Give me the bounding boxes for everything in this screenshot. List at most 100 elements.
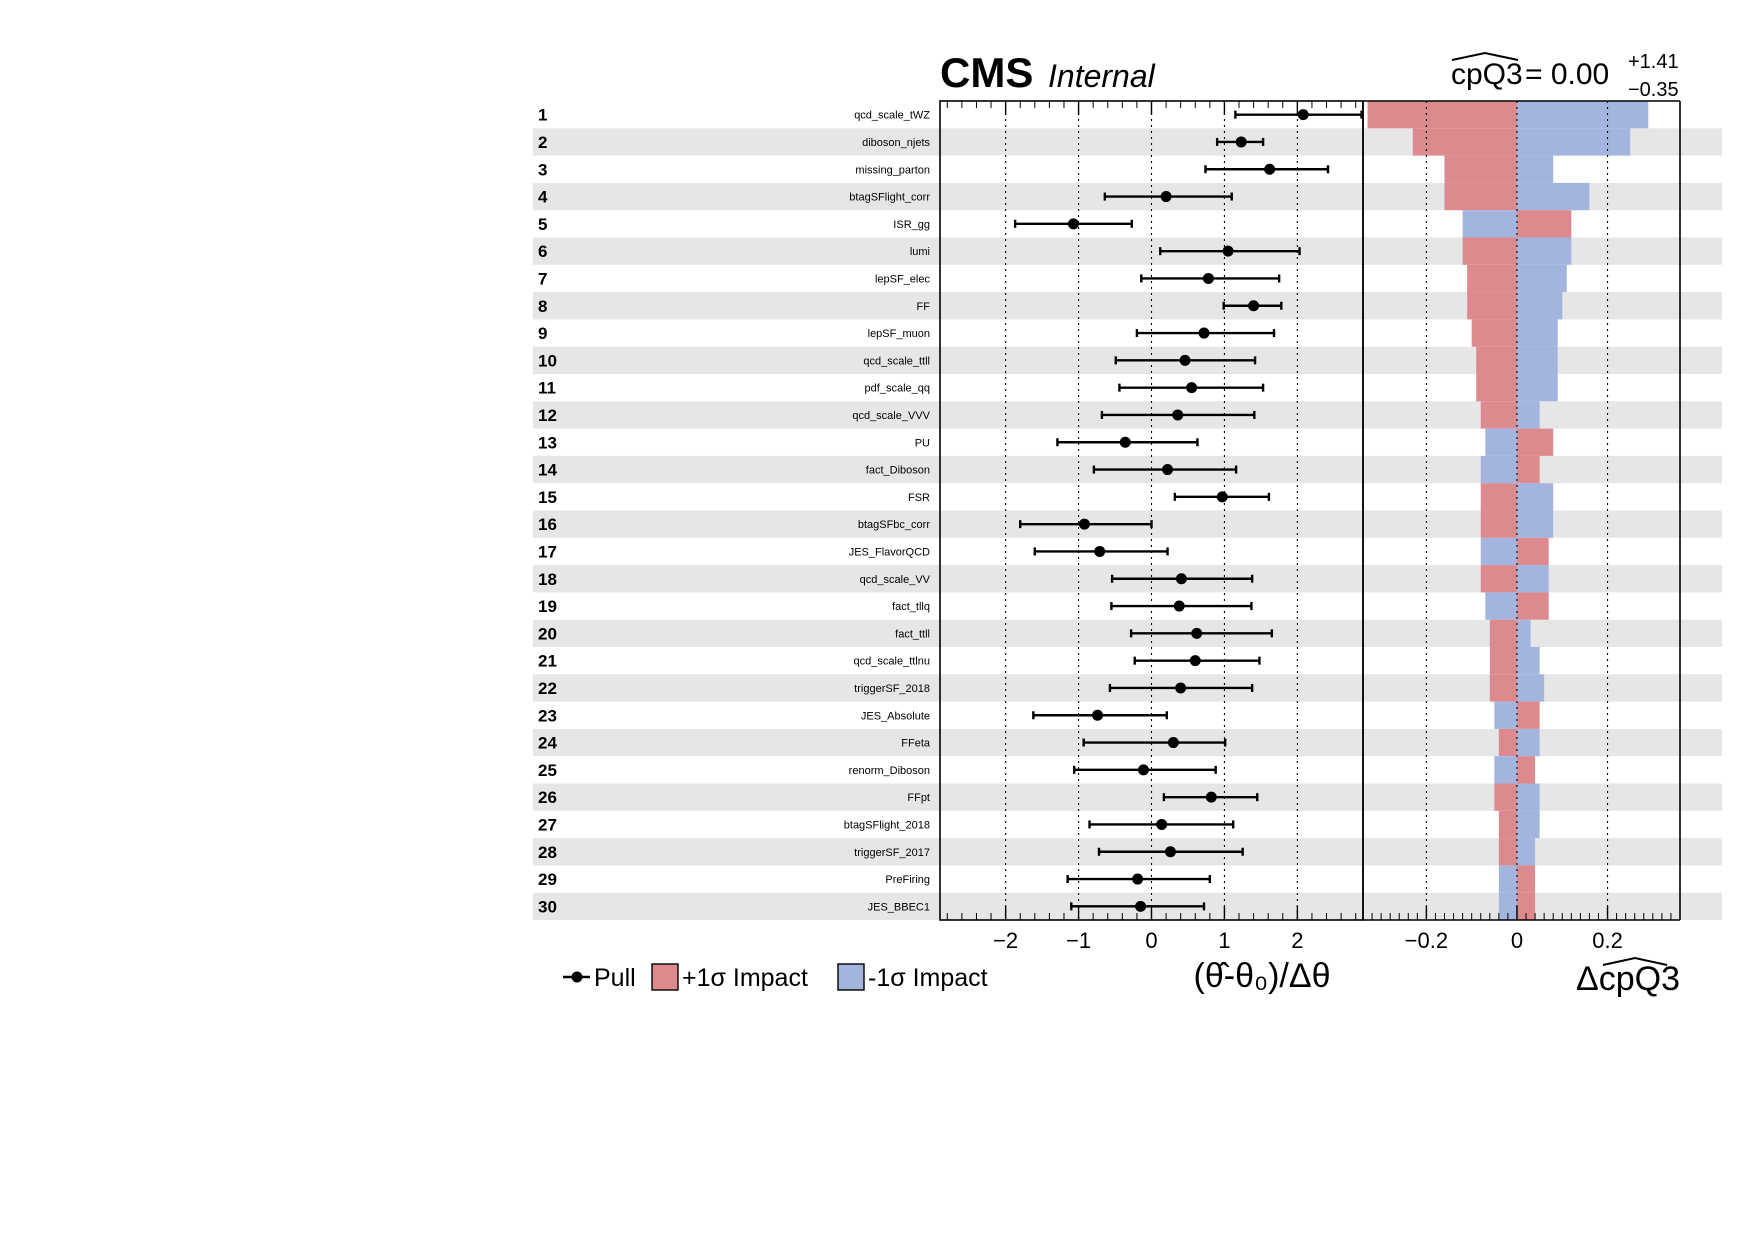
pull-marker xyxy=(1264,163,1276,175)
nuisance-label: PreFiring xyxy=(885,874,930,886)
nuisance-labels: qcd_scale_tWZ diboson_njets missing_parton… xyxy=(844,110,931,914)
pull-tick-label: 0 xyxy=(1145,928,1157,953)
pull-tick-label: 1 xyxy=(1218,928,1230,953)
pull-marker xyxy=(1191,627,1203,639)
impact-up-bar xyxy=(1516,428,1554,456)
pull-tick-label: −1 xyxy=(1066,928,1091,953)
pull-marker xyxy=(1173,600,1185,612)
impact-tick-label: 0.2 xyxy=(1592,928,1623,953)
impact-up-bar xyxy=(1480,565,1517,593)
impact-down-bar xyxy=(1516,510,1554,538)
nuisance-label: lepSF_muon xyxy=(868,328,930,340)
nuisance-label: FFeta xyxy=(901,738,931,750)
impact-up-bar xyxy=(1498,838,1517,866)
impact-down-bar xyxy=(1516,838,1536,866)
pull-marker xyxy=(1119,436,1131,448)
impact-down-bar xyxy=(1516,483,1554,511)
row-number: 9 xyxy=(538,324,547,343)
pull-marker xyxy=(1175,573,1187,585)
pull-marker xyxy=(1179,354,1191,366)
nuisance-label: btagSFlight_corr xyxy=(849,192,930,204)
impact-down-bar xyxy=(1498,892,1517,920)
nuisance-label: diboson_njets xyxy=(862,137,930,149)
pull-marker xyxy=(1156,818,1168,830)
row-number: 18 xyxy=(538,570,557,589)
row-number: 8 xyxy=(538,297,547,316)
impact-down-bar xyxy=(1516,565,1549,593)
nuisance-label: fact_ttll xyxy=(895,628,930,640)
impact-up-bar xyxy=(1489,674,1517,702)
impact-down-bar xyxy=(1516,374,1558,402)
impact-up-bar xyxy=(1498,728,1517,757)
impact-down-bar xyxy=(1516,674,1545,702)
impact-up-bar xyxy=(1412,128,1517,156)
poi-error-up: +1.41 xyxy=(1628,51,1679,73)
legend-pull-label: Pull xyxy=(594,964,636,992)
impact-axis-title-hat xyxy=(1602,956,1668,966)
row-number: 23 xyxy=(538,706,557,725)
legend-impact-up-label: +1σ Impact xyxy=(682,964,808,992)
impact-down-bar xyxy=(1494,756,1517,784)
row-number: 14 xyxy=(538,461,557,480)
impact-up-bar xyxy=(1462,237,1517,265)
pull-marker xyxy=(1189,655,1201,667)
impact-down-bar xyxy=(1462,210,1517,238)
nuisance-label: qcd_scale_tWZ xyxy=(854,110,930,122)
impact-down-bar xyxy=(1516,264,1567,293)
poi-value: = 0.00 xyxy=(1525,58,1609,91)
impact-up-bar xyxy=(1516,865,1536,893)
pull-marker xyxy=(1222,245,1234,257)
impact-up-bar xyxy=(1367,101,1517,129)
nuisance-label: JES_Absolute xyxy=(861,710,930,722)
impact-up-bar xyxy=(1471,319,1517,347)
impact-up-bar xyxy=(1498,810,1517,839)
pull-markers xyxy=(1013,109,1363,912)
nuisance-label: FF xyxy=(917,301,931,313)
row-number: 22 xyxy=(538,679,557,698)
nuisance-label: pdf_scale_qq xyxy=(865,383,930,395)
impact-up-bar xyxy=(1476,346,1517,374)
poi-name-hat xyxy=(1451,51,1519,61)
nuisance-label: btagSFbc_corr xyxy=(858,519,930,531)
pull-marker xyxy=(1235,136,1247,148)
pull-marker xyxy=(1164,846,1176,858)
impact-up-bar xyxy=(1480,510,1517,538)
pull-marker xyxy=(1137,764,1149,776)
impact-up-bar xyxy=(1476,374,1517,402)
row-number: 25 xyxy=(538,761,557,780)
row-number: 16 xyxy=(538,515,557,534)
row-number: 11 xyxy=(538,379,556,398)
impact-down-bar xyxy=(1516,783,1540,811)
pull-marker xyxy=(1216,491,1228,503)
pull-gridlines xyxy=(1005,101,1298,920)
nuisance-label: FFpt xyxy=(907,792,930,804)
row-number: 13 xyxy=(538,433,557,452)
impact-up-bar xyxy=(1516,210,1572,238)
pull-marker xyxy=(1172,409,1184,421)
row-number: 24 xyxy=(538,734,557,753)
nuisance-label: qcd_scale_ttll xyxy=(863,355,930,367)
poi-error-down: −0.35 xyxy=(1628,79,1679,101)
row-number: 2 xyxy=(538,133,547,152)
pull-marker xyxy=(1248,300,1260,312)
impact-down-bar xyxy=(1498,865,1517,893)
pull-marker xyxy=(1167,737,1179,749)
legend-impact-down-swatch xyxy=(837,963,865,991)
impact-down-bar xyxy=(1516,810,1540,839)
nuisance-label: ISR_gg xyxy=(893,219,930,231)
impact-down-bar xyxy=(1516,182,1590,211)
impact-down-bar xyxy=(1516,237,1572,265)
legend-impact-up-swatch xyxy=(651,963,679,991)
impact-down-bar xyxy=(1516,292,1563,320)
legend: Pull +1σ Impact -1σ Impact xyxy=(563,963,988,992)
pull-tick-label: −2 xyxy=(993,928,1018,953)
nuisance-label: missing_parton xyxy=(855,164,930,176)
pull-marker xyxy=(1175,682,1187,694)
impact-down-bar xyxy=(1516,346,1558,374)
row-number: 5 xyxy=(538,215,547,234)
impact-down-bar xyxy=(1480,455,1517,484)
impact-down-bar xyxy=(1485,592,1517,620)
impact-up-bar xyxy=(1494,783,1517,811)
row-number: 7 xyxy=(538,269,547,288)
